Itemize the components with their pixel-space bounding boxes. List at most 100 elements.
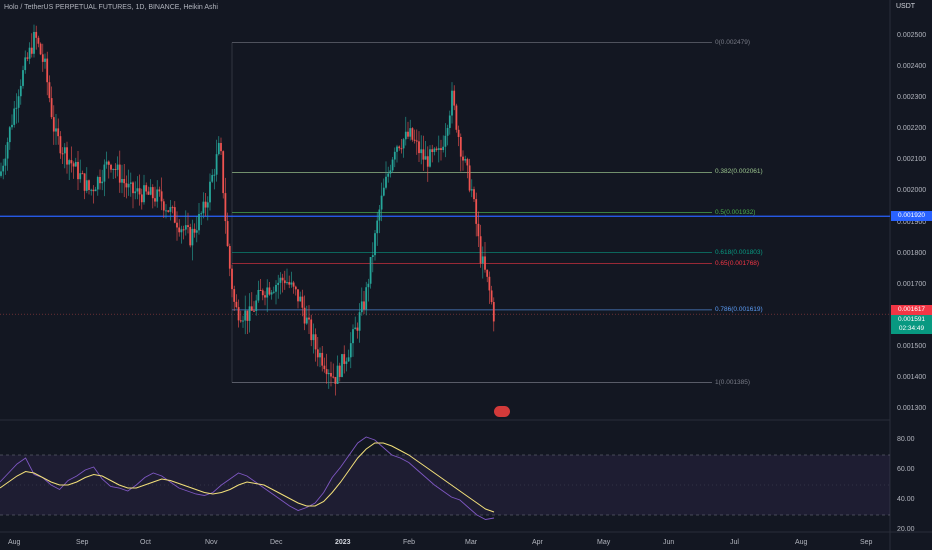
candle-body: [393, 151, 396, 160]
candle-body: [492, 302, 495, 322]
candle-body: [253, 310, 255, 312]
fib-level-label: 0.618(0.001803): [715, 248, 763, 256]
candle-body: [204, 201, 207, 208]
candle-body: [213, 174, 216, 176]
candle-body: [435, 148, 438, 150]
last-price-badge-red: 0.001617: [891, 305, 932, 315]
candle-body: [398, 146, 401, 149]
candle-body: [275, 284, 277, 292]
candle-body: [283, 280, 286, 284]
candle-body: [224, 193, 227, 222]
candle-body: [470, 189, 473, 191]
candle-body: [345, 361, 348, 364]
candle-body: [365, 287, 368, 310]
candle-body: [110, 164, 112, 170]
candle-body: [140, 194, 143, 203]
time-tick: Jul: [730, 539, 739, 546]
candle-body: [90, 189, 93, 191]
candle-body: [112, 168, 115, 170]
time-tick: 2023: [335, 539, 351, 546]
currency-label: USDT: [896, 3, 916, 10]
candle-body: [26, 57, 29, 59]
candle-body: [457, 129, 460, 137]
price-tick: 0.002000: [897, 187, 927, 195]
time-tick: Aug: [8, 539, 21, 546]
candle-body: [440, 148, 442, 150]
price-tick: 0.002200: [897, 125, 927, 133]
price-tick: 0.001500: [897, 342, 927, 350]
rsi-ma-line: [0, 442, 495, 513]
candle-body: [222, 151, 225, 194]
candle-body: [118, 164, 121, 183]
candle-body: [248, 306, 251, 321]
candle-body: [191, 228, 194, 246]
candle-body: [235, 301, 238, 308]
price-tick: 0.001800: [897, 249, 927, 257]
last-price-badge-green: 0.001591: [891, 315, 932, 325]
candle-body: [28, 47, 31, 59]
us-flag-icon[interactable]: [494, 406, 510, 417]
candle-body: [156, 189, 159, 202]
candle-body: [281, 277, 284, 281]
candle-body: [226, 221, 229, 247]
candle-body: [162, 201, 165, 211]
candle-body: [167, 210, 170, 212]
candle-body: [33, 31, 35, 54]
fib-level-label: 0.65(0.001768): [715, 259, 760, 267]
candle-body: [52, 117, 55, 132]
fib-level-label: 0.786(0.001619): [715, 305, 763, 313]
candle-body: [237, 307, 240, 321]
price-tick: 0.002400: [897, 63, 927, 71]
bar-countdown: 02:34:49: [891, 324, 932, 334]
candle-body: [50, 98, 53, 118]
candle-body: [448, 115, 451, 128]
candle-body: [400, 148, 403, 150]
candle-body: [13, 108, 16, 125]
time-tick: Mar: [465, 539, 478, 546]
candle-body: [101, 181, 104, 184]
candle-body: [160, 191, 163, 202]
candle-body: [70, 160, 73, 164]
candle-body: [257, 289, 260, 301]
candle-body: [352, 329, 354, 344]
candle-body: [180, 229, 183, 233]
candle-body: [272, 291, 275, 293]
candle-body: [77, 161, 79, 180]
candle-body: [305, 317, 308, 324]
time-tick: Aug: [795, 539, 808, 546]
candle-body: [215, 154, 218, 175]
candle-body: [107, 161, 110, 165]
candle-body: [290, 282, 293, 285]
candle-body: [83, 173, 86, 191]
time-tick: Dec: [270, 539, 283, 546]
candle-body: [270, 292, 273, 295]
candle-body: [288, 282, 291, 285]
candle-body: [35, 31, 38, 38]
candle-body: [319, 352, 321, 358]
candle-body: [484, 256, 486, 270]
candle-body: [316, 349, 319, 358]
candle-body: [411, 128, 414, 140]
candle-body: [437, 148, 440, 150]
symbol-title[interactable]: Holo / TetherUS PERPETUAL FUTURES, 1D, B…: [4, 4, 218, 11]
candle-body: [68, 160, 71, 165]
candle-body: [151, 187, 154, 199]
candle-body: [376, 220, 379, 234]
candle-body: [147, 191, 150, 195]
price-tick: 0.001300: [897, 405, 927, 412]
candle-body: [475, 199, 478, 224]
candle-body: [371, 255, 374, 258]
candle-body: [391, 159, 394, 171]
time-tick: Jun: [663, 539, 675, 546]
candle-body: [6, 142, 9, 159]
candle-body: [132, 182, 134, 194]
candle-body: [127, 183, 130, 188]
candle-body: [358, 312, 361, 331]
candle-body: [442, 146, 445, 150]
candle-body: [37, 37, 40, 44]
candle-body: [134, 191, 137, 194]
candle-body: [189, 227, 192, 246]
candle-body: [94, 189, 97, 192]
